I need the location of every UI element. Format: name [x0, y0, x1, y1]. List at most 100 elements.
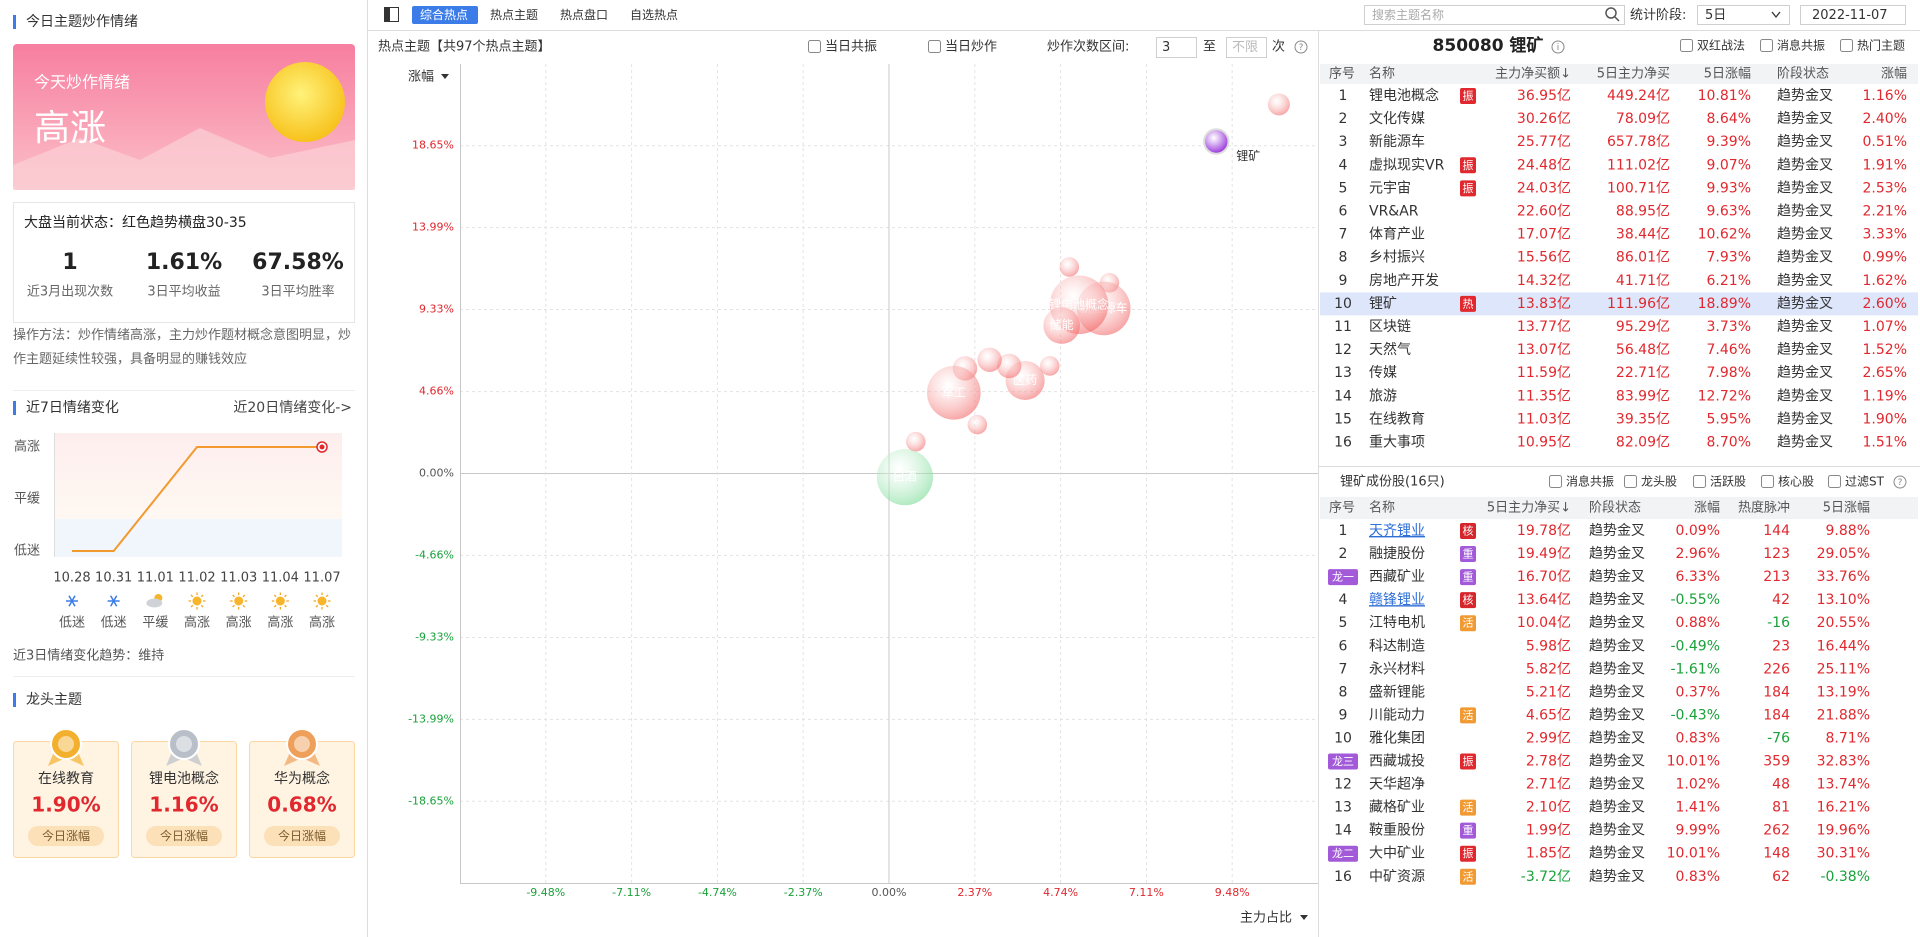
- table-cell: 13.19%: [1817, 684, 1870, 700]
- checkbox[interactable]: [1841, 40, 1853, 52]
- bubble[interactable]: [906, 432, 926, 452]
- checkbox-label[interactable]: 双红战法: [1697, 38, 1745, 53]
- table-cell: 锂矿: [1369, 296, 1397, 312]
- table-cell: 7.98%: [1707, 365, 1751, 381]
- table-cell: 8.70%: [1707, 435, 1751, 451]
- tab[interactable]: 热点主题: [490, 8, 538, 22]
- bubble[interactable]: [968, 415, 988, 435]
- help-icon-glyph: ?: [1299, 43, 1304, 53]
- checkbox-label[interactable]: 核心股: [1778, 475, 1814, 489]
- table-cell: 9.07%: [1707, 157, 1751, 173]
- table-cell: 趋势金叉: [1777, 411, 1833, 427]
- stock-name: 川能动力: [1369, 707, 1425, 723]
- stat-label: 近3月出现次数: [27, 284, 113, 300]
- table-cell: 23: [1772, 638, 1790, 654]
- y-axis-label: 涨幅: [408, 70, 434, 85]
- x-tick-label: -9.48%: [526, 886, 565, 899]
- table-cell: 16.70亿: [1517, 569, 1571, 585]
- tab[interactable]: 热点盘口: [560, 7, 608, 22]
- checkbox-label[interactable]: 热门主题: [1857, 38, 1905, 53]
- bubble[interactable]: [1204, 129, 1228, 153]
- table-cell: 趋势金叉: [1777, 388, 1833, 404]
- tag: 核: [1463, 593, 1474, 607]
- mood-label: 低迷: [101, 616, 127, 631]
- trend-link[interactable]: 近20日情绪变化->: [233, 400, 352, 416]
- table-cell: 13.77亿: [1517, 319, 1571, 335]
- method-text: 操作方法：炒作情绪高涨，主力炒作题材概念意图明显，炒作主题延续性较强，具备明显的…: [13, 324, 358, 372]
- stock-name: 天华超净: [1369, 777, 1425, 793]
- checkbox[interactable]: [1681, 40, 1693, 52]
- table-cell: 0.09%: [1676, 523, 1720, 539]
- tag: 核: [1463, 524, 1474, 538]
- y-tick-label: -13.99%: [408, 712, 454, 725]
- table-cell: 1.99亿: [1526, 823, 1571, 839]
- table-cell: -0.38%: [1820, 869, 1870, 885]
- table-cell: 19.78亿: [1517, 523, 1571, 539]
- table-cell: 16: [1334, 435, 1352, 451]
- table-cell: 趋势金叉: [1589, 869, 1645, 885]
- checkbox-label[interactable]: 消息共振: [1777, 38, 1825, 53]
- table-cell: 元宇宙: [1369, 180, 1411, 196]
- table-cell: 1.90%: [1863, 411, 1907, 427]
- table-cell: 22.60亿: [1517, 204, 1571, 220]
- range-to-label: 至: [1203, 40, 1216, 55]
- table-cell: 226: [1763, 661, 1790, 677]
- table-cell: 7.93%: [1707, 250, 1751, 266]
- checkbox[interactable]: [1829, 476, 1841, 488]
- checkbox-label[interactable]: 消息共振: [1566, 474, 1614, 489]
- table-cell: 4: [1339, 157, 1348, 173]
- checkbox[interactable]: [929, 41, 941, 53]
- checkbox[interactable]: [1762, 476, 1774, 488]
- stock-name[interactable]: 天齐锂业: [1369, 523, 1425, 539]
- checkbox[interactable]: [809, 41, 821, 53]
- checkbox[interactable]: [1550, 476, 1562, 488]
- table-cell: 5: [1339, 615, 1348, 631]
- checkbox[interactable]: [1761, 40, 1773, 52]
- table-cell: 4: [1339, 592, 1348, 608]
- table-cell: 趋势金叉: [1589, 661, 1645, 677]
- table-cell: 文化传媒: [1369, 111, 1425, 127]
- checkbox[interactable]: [1625, 476, 1637, 488]
- checkbox[interactable]: [1694, 476, 1706, 488]
- table-cell: 7: [1339, 661, 1348, 677]
- table-cell: 趋势金叉: [1777, 342, 1833, 358]
- table-cell: 1.19%: [1863, 388, 1907, 404]
- table-cell: 2.71亿: [1526, 777, 1571, 793]
- mood-label: 高涨: [226, 615, 252, 631]
- table-cell: 10.01%: [1667, 846, 1720, 862]
- checkbox-label[interactable]: 龙头股: [1641, 475, 1677, 489]
- y-tick-label: -4.66%: [415, 548, 454, 561]
- tag: 活: [1463, 801, 1474, 814]
- table-cell: 1: [1339, 523, 1348, 539]
- table-cell: -1.61%: [1670, 661, 1720, 677]
- table-cell: 14: [1334, 823, 1352, 839]
- table-cell: 趋势金叉: [1777, 88, 1833, 104]
- table-cell: 趋势金叉: [1589, 569, 1645, 585]
- table-cell: 657.78亿: [1607, 134, 1670, 150]
- table-cell: 新能源车: [1369, 133, 1425, 150]
- column-header: 名称: [1369, 500, 1395, 516]
- checkbox-label[interactable]: 当日共振: [825, 40, 877, 55]
- tab[interactable]: 综合热点: [420, 7, 468, 22]
- tag: 热: [1463, 297, 1474, 310]
- bubble[interactable]: [977, 348, 1001, 372]
- table-cell: 0.37%: [1676, 684, 1720, 700]
- column-header: 热度脉冲: [1738, 500, 1790, 516]
- checkbox-label[interactable]: 当日炒作: [945, 40, 997, 55]
- sun-icon: [318, 597, 327, 606]
- table-cell: 213: [1763, 569, 1790, 585]
- leader-name: 在线教育: [38, 771, 94, 787]
- table-cell: 9: [1339, 707, 1348, 723]
- stock-name[interactable]: 赣锋锂业: [1369, 592, 1425, 608]
- tab[interactable]: 自选热点: [630, 8, 678, 22]
- table-cell: 19.96%: [1817, 823, 1870, 839]
- checkbox-label[interactable]: 过滤ST: [1845, 475, 1885, 489]
- bubble[interactable]: [1060, 257, 1080, 277]
- table-cell: 29.05%: [1817, 546, 1870, 562]
- table-cell: 5.21亿: [1526, 684, 1571, 700]
- table-cell: 16.44%: [1817, 638, 1870, 654]
- x-tick-label: 9.48%: [1215, 886, 1250, 899]
- checkbox-label[interactable]: 活跃股: [1710, 475, 1746, 489]
- stock-name: 科达制造: [1369, 638, 1425, 654]
- bubble[interactable]: [1268, 93, 1290, 115]
